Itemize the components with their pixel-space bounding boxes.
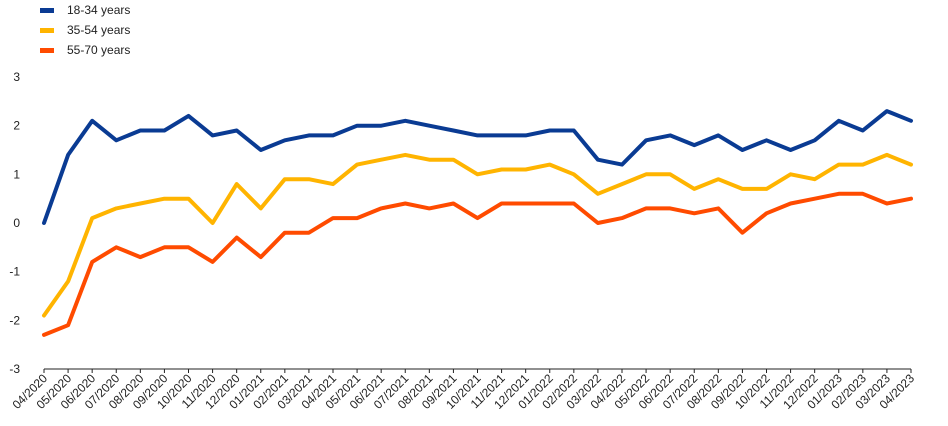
legend-item-18-34: 18-34 years [40,0,130,20]
y-tick-label: 3 [13,70,20,84]
y-tick-label: -3 [9,362,20,376]
legend-item-35-54: 35-54 years [40,20,130,40]
legend-label-35-54: 35-54 years [67,23,131,37]
series-line-18-34-years [42,109,913,225]
y-tick-label: 2 [13,119,20,133]
legend-swatch-18-34 [40,7,54,13]
legend-swatch-35-54 [40,27,54,33]
legend-label-18-34: 18-34 years [67,3,131,17]
y-tick-label: -1 [9,265,20,279]
series-line-55-70-years [42,191,913,337]
y-tick-label: 1 [13,167,20,181]
legend-label-55-70: 55-70 years [67,43,131,57]
chart-legend: 18-34 years 35-54 years 55-70 years [40,0,130,60]
y-tick-label: -2 [9,313,20,327]
series-line-35-54-years [42,152,913,318]
legend-swatch-55-70 [40,47,54,53]
legend-item-55-70: 55-70 years [40,40,130,60]
y-tick-label: 0 [13,216,20,230]
